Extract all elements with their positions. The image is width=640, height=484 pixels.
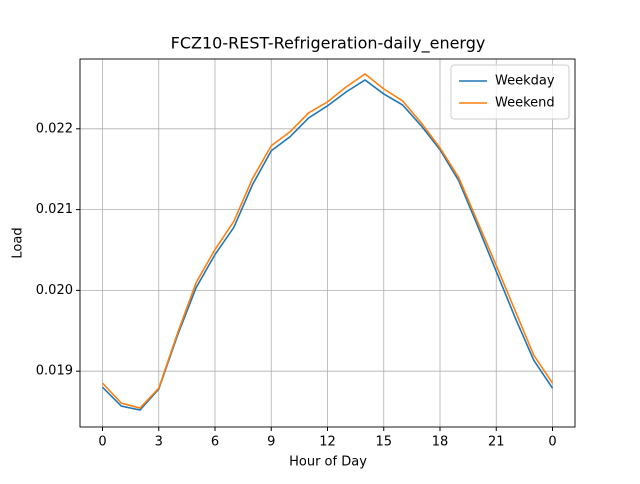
- y-axis-label: Load: [11, 227, 26, 258]
- x-tick-label: 3: [155, 435, 163, 450]
- line-series: [101, 72, 554, 409]
- plot-frame: [79, 58, 576, 428]
- x-tick-label: 21: [488, 435, 505, 450]
- x-tick-label: 6: [211, 435, 219, 450]
- y-tick-label: 0.019: [36, 364, 73, 379]
- x-axis-label: Hour of Day: [289, 455, 367, 470]
- x-tick-label: 0: [548, 435, 556, 450]
- x-tick-label: 0: [98, 435, 106, 450]
- chart-title: FCZ10-REST-Refrigeration-daily_energy: [171, 34, 486, 54]
- x-tick-label: 12: [319, 435, 336, 450]
- y-tick-label: 0.020: [36, 283, 73, 298]
- x-tick-label: 18: [432, 435, 449, 450]
- legend-box: [450, 64, 570, 120]
- legend: Weekday Weekend: [450, 64, 570, 120]
- y-tick-label: 0.021: [36, 202, 73, 217]
- x-tick-label: 9: [267, 435, 275, 450]
- x-tick-label: 15: [375, 435, 392, 450]
- legend-label: Weekend: [495, 96, 555, 111]
- y-tick-label: 0.022: [36, 121, 73, 136]
- legend-label: Weekday: [495, 74, 555, 89]
